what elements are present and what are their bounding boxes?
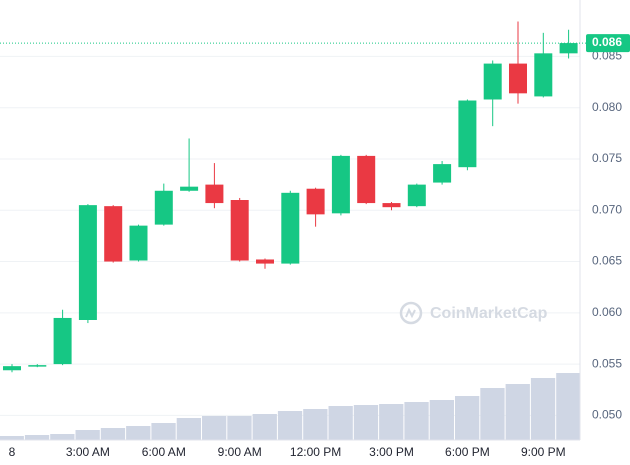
y-tick-label: 0.085 [592,49,622,63]
volume-bar [404,402,429,440]
x-tick-label: 3:00 PM [369,445,414,459]
candle-body [230,200,249,261]
candle-body [104,206,123,262]
x-tick-label: 9:00 AM [218,445,262,459]
candle-body [256,259,274,264]
volume-bar [252,414,277,440]
x-tick-label: 12:00 PM [290,445,341,459]
candle-body [3,366,21,371]
y-tick-label: 0.060 [592,305,622,319]
volume-bar [24,435,50,440]
candle-body [407,184,426,207]
watermark: CoinMarketCap [430,305,548,322]
volume-bar [277,411,303,440]
candle-body [180,186,199,191]
x-tick-label: 3:00 AM [66,445,110,459]
candle-body [78,205,97,320]
volume-bar [328,406,353,440]
last-price-label: 0.086 [592,35,622,49]
watermark-logo [399,301,423,325]
x-tick-label: 8 [9,445,16,459]
volume-bar [176,418,201,440]
volume-bar [227,416,252,440]
y-tick-label: 0.080 [592,100,622,114]
volume-bar [100,428,126,440]
volume-bar [126,426,151,440]
volume-bar [303,409,328,440]
candle-body [28,365,47,367]
volume-bar [151,423,176,440]
candle-body [483,63,502,100]
y-tick-label: 0.055 [592,356,622,370]
volume-bar [429,400,454,440]
volume-bar [75,430,100,440]
volume-bar [0,436,24,440]
x-tick-label: 9:00 PM [521,445,566,459]
candle-body [458,100,477,168]
volume-bar [379,404,404,440]
volume-bar [202,416,227,440]
candle-body [205,184,224,204]
candle-body [382,203,401,208]
x-tick-label: 6:00 PM [445,445,490,459]
x-tick-label: 6:00 AM [142,445,186,459]
candle-body [433,164,452,183]
y-tick-label: 0.070 [592,202,622,216]
candle-body [281,192,300,264]
candle-body [129,225,148,261]
volume-bar [505,384,530,440]
volume-bar [530,378,556,440]
candle-body [306,188,325,215]
candle-body [559,43,578,54]
y-tick-label: 0.065 [592,254,622,268]
candle-body [331,155,350,214]
volume-bar [556,373,581,440]
y-tick-label: 0.050 [592,408,622,422]
candle-body [357,155,376,204]
last-price-tag [586,34,630,53]
volume-bar [353,405,379,440]
volume-bar [480,388,505,440]
volume-bar [50,434,75,440]
y-tick-label: 0.075 [592,151,622,165]
volume-bar [455,396,480,440]
candle-body [53,317,72,365]
candle-body [534,53,553,97]
candle-body [509,63,527,94]
candle-body [154,190,173,225]
